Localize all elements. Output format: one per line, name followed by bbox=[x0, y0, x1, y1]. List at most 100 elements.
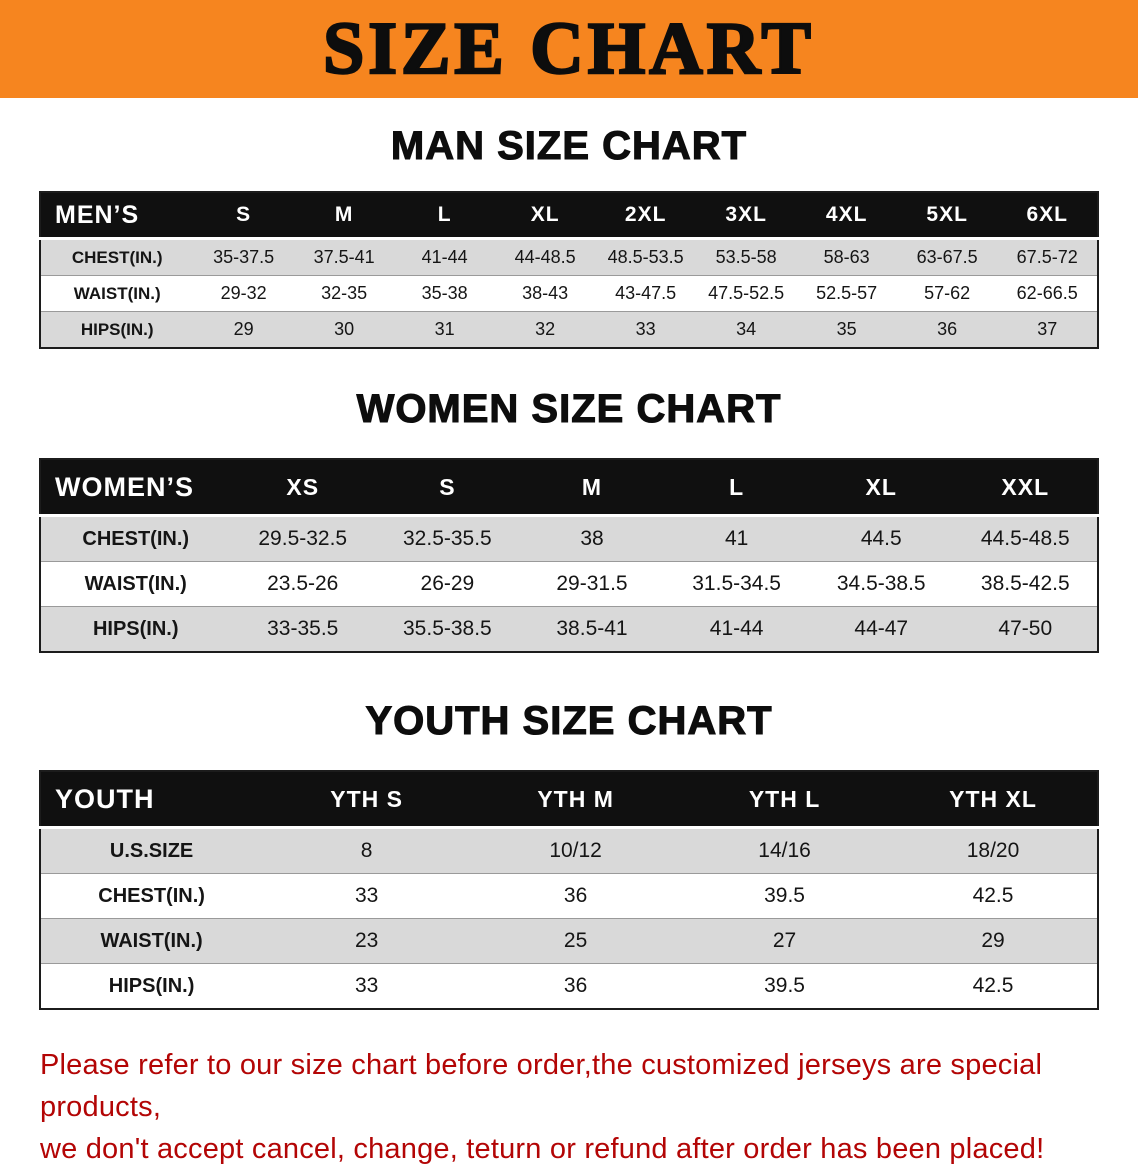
size-header-cell: YTH M bbox=[471, 771, 681, 828]
size-header-cell: YTH S bbox=[262, 771, 472, 828]
women-size-chart-title: WOMEN SIZE CHART bbox=[356, 386, 782, 431]
size-header-cell: MEN’S bbox=[40, 192, 194, 239]
size-value-cell: 37.5-41 bbox=[293, 238, 395, 276]
size-value-cell: 30 bbox=[293, 311, 395, 348]
size-value-cell: 44-47 bbox=[808, 606, 954, 652]
size-value-cell: 39.5 bbox=[680, 873, 890, 919]
size-value-cell: 44.5-48.5 bbox=[953, 515, 1098, 562]
size-value-cell: 47-50 bbox=[953, 606, 1098, 652]
size-value-cell: 37 bbox=[997, 311, 1098, 348]
men-table-header-row: MEN’S S M L XL 2XL 3XL 4XL 5XL 6XL bbox=[40, 192, 1098, 239]
size-header-cell: L bbox=[394, 192, 495, 239]
size-value-cell: 26-29 bbox=[375, 561, 520, 607]
size-value-cell: 32-35 bbox=[293, 275, 395, 312]
disclaimer-text: Please refer to our size chart before or… bbox=[40, 1044, 1100, 1170]
size-value-cell: 32.5-35.5 bbox=[375, 515, 520, 562]
size-value-cell: 38 bbox=[519, 515, 665, 562]
youth-table-header-row: YOUTH YTH S YTH M YTH L YTH XL bbox=[40, 771, 1098, 828]
women-table-header-row: WOMEN’S XS S M L XL XXL bbox=[40, 459, 1098, 516]
size-value-cell: 38.5-41 bbox=[519, 606, 665, 652]
size-value-cell: 42.5 bbox=[889, 963, 1098, 1009]
size-value-cell: 31 bbox=[394, 311, 495, 348]
youth-hips-row: HIPS(IN.) 33 36 39.5 42.5 bbox=[40, 963, 1098, 1009]
size-value-cell: 35-38 bbox=[394, 275, 495, 312]
row-label: CHEST(IN.) bbox=[40, 515, 231, 562]
youth-size-table: YOUTH YTH S YTH M YTH L YTH XL U.S.SIZE … bbox=[39, 770, 1099, 1010]
size-value-cell: 52.5-57 bbox=[796, 275, 897, 312]
size-header-cell: 5XL bbox=[896, 192, 998, 239]
size-value-cell: 14/16 bbox=[680, 827, 890, 874]
size-value-cell: 36 bbox=[471, 873, 681, 919]
size-value-cell: 27 bbox=[680, 918, 890, 964]
size-value-cell: 35 bbox=[796, 311, 897, 348]
size-header-cell: 4XL bbox=[796, 192, 897, 239]
size-value-cell: 38.5-42.5 bbox=[953, 561, 1098, 607]
size-value-cell: 29-31.5 bbox=[519, 561, 665, 607]
size-value-cell: 29 bbox=[889, 918, 1098, 964]
size-value-cell: 35-37.5 bbox=[193, 238, 294, 276]
size-value-cell: 33 bbox=[262, 963, 472, 1009]
size-value-cell: 23.5-26 bbox=[230, 561, 376, 607]
size-value-cell: 29 bbox=[193, 311, 294, 348]
size-value-cell: 33 bbox=[262, 873, 472, 919]
men-size-table: MEN’S S M L XL 2XL 3XL 4XL 5XL 6XL CHEST… bbox=[39, 191, 1099, 349]
size-value-cell: 29.5-32.5 bbox=[230, 515, 376, 562]
size-value-cell: 58-63 bbox=[796, 238, 897, 276]
disclaimer-line-2: we don't accept cancel, change, teturn o… bbox=[40, 1133, 1045, 1166]
size-value-cell: 35.5-38.5 bbox=[375, 606, 520, 652]
row-label: WAIST(IN.) bbox=[40, 275, 194, 312]
size-value-cell: 34 bbox=[695, 311, 797, 348]
size-header-cell: 3XL bbox=[695, 192, 797, 239]
size-value-cell: 38-43 bbox=[494, 275, 596, 312]
size-value-cell: 44-48.5 bbox=[494, 238, 596, 276]
women-hips-row: HIPS(IN.) 33-35.5 35.5-38.5 38.5-41 41-4… bbox=[40, 606, 1098, 652]
men-chest-row: CHEST(IN.) 35-37.5 37.5-41 41-44 44-48.5… bbox=[40, 238, 1098, 276]
size-value-cell: 44.5 bbox=[808, 515, 954, 562]
size-value-cell: 39.5 bbox=[680, 963, 890, 1009]
youth-size-chart-title: YOUTH SIZE CHART bbox=[365, 698, 773, 743]
size-header-cell: WOMEN’S bbox=[40, 459, 231, 516]
women-size-table: WOMEN’S XS S M L XL XXL CHEST(IN.) 29.5-… bbox=[39, 458, 1099, 653]
row-label: HIPS(IN.) bbox=[40, 606, 231, 652]
row-label: CHEST(IN.) bbox=[40, 873, 263, 919]
row-label: HIPS(IN.) bbox=[40, 963, 263, 1009]
size-header-cell: YOUTH bbox=[40, 771, 263, 828]
size-value-cell: 31.5-34.5 bbox=[664, 561, 809, 607]
youth-waist-row: WAIST(IN.) 23 25 27 29 bbox=[40, 918, 1098, 964]
size-value-cell: 18/20 bbox=[889, 827, 1098, 874]
size-value-cell: 42.5 bbox=[889, 873, 1098, 919]
size-value-cell: 32 bbox=[494, 311, 596, 348]
banner-title: SIZE CHART bbox=[322, 6, 815, 91]
size-value-cell: 10/12 bbox=[471, 827, 681, 874]
size-value-cell: 48.5-53.5 bbox=[595, 238, 696, 276]
size-header-cell: M bbox=[519, 459, 665, 516]
size-value-cell: 25 bbox=[471, 918, 681, 964]
youth-chest-row: CHEST(IN.) 33 36 39.5 42.5 bbox=[40, 873, 1098, 919]
size-header-cell: S bbox=[375, 459, 520, 516]
size-value-cell: 57-62 bbox=[896, 275, 998, 312]
youth-ussize-row: U.S.SIZE 8 10/12 14/16 18/20 bbox=[40, 827, 1098, 874]
size-header-cell: XL bbox=[808, 459, 954, 516]
size-header-cell: L bbox=[664, 459, 809, 516]
size-value-cell: 43-47.5 bbox=[595, 275, 696, 312]
size-value-cell: 47.5-52.5 bbox=[695, 275, 797, 312]
size-value-cell: 41 bbox=[664, 515, 809, 562]
size-header-cell: XS bbox=[230, 459, 376, 516]
size-header-cell: 6XL bbox=[997, 192, 1098, 239]
size-value-cell: 36 bbox=[896, 311, 998, 348]
row-label: WAIST(IN.) bbox=[40, 561, 231, 607]
women-chest-row: CHEST(IN.) 29.5-32.5 32.5-35.5 38 41 44.… bbox=[40, 515, 1098, 562]
size-value-cell: 41-44 bbox=[394, 238, 495, 276]
size-header-cell: XXL bbox=[953, 459, 1098, 516]
size-value-cell: 34.5-38.5 bbox=[808, 561, 954, 607]
row-label: CHEST(IN.) bbox=[40, 238, 194, 276]
man-size-chart-title: MAN SIZE CHART bbox=[390, 123, 748, 168]
size-value-cell: 33-35.5 bbox=[230, 606, 376, 652]
size-value-cell: 8 bbox=[262, 827, 472, 874]
size-value-cell: 62-66.5 bbox=[997, 275, 1098, 312]
row-label: HIPS(IN.) bbox=[40, 311, 194, 348]
size-value-cell: 29-32 bbox=[193, 275, 294, 312]
size-header-cell: S bbox=[193, 192, 294, 239]
size-header-cell: XL bbox=[494, 192, 596, 239]
row-label: U.S.SIZE bbox=[40, 827, 263, 874]
